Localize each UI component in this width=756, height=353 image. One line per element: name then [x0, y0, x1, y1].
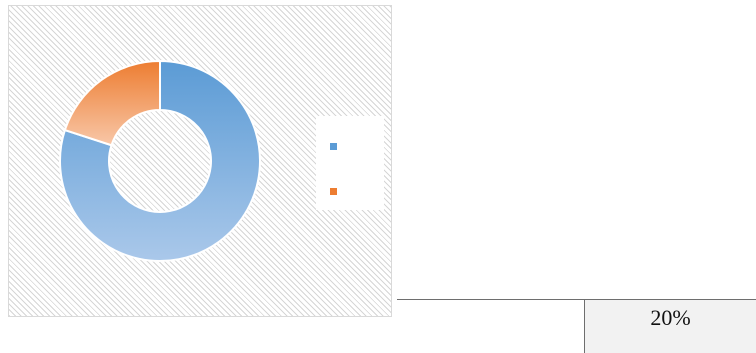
donut-slices — [59, 59, 261, 262]
donut-slice-2 — [63, 59, 161, 147]
donut-chart — [59, 59, 261, 262]
legend-swatch-blue — [330, 143, 337, 150]
chart-area — [8, 5, 392, 317]
table-fragment: 20% — [397, 299, 756, 353]
table-cell-shaded — [585, 300, 756, 353]
legend-swatch-orange — [330, 188, 337, 195]
table-cell-percent: 20% — [650, 305, 691, 330]
table-top-border — [397, 299, 756, 300]
legend-entry-2 — [330, 182, 337, 200]
table-column-divider — [584, 299, 585, 353]
donut-slice-1 — [59, 59, 261, 262]
legend — [316, 116, 384, 210]
legend-entry-1 — [330, 137, 337, 155]
